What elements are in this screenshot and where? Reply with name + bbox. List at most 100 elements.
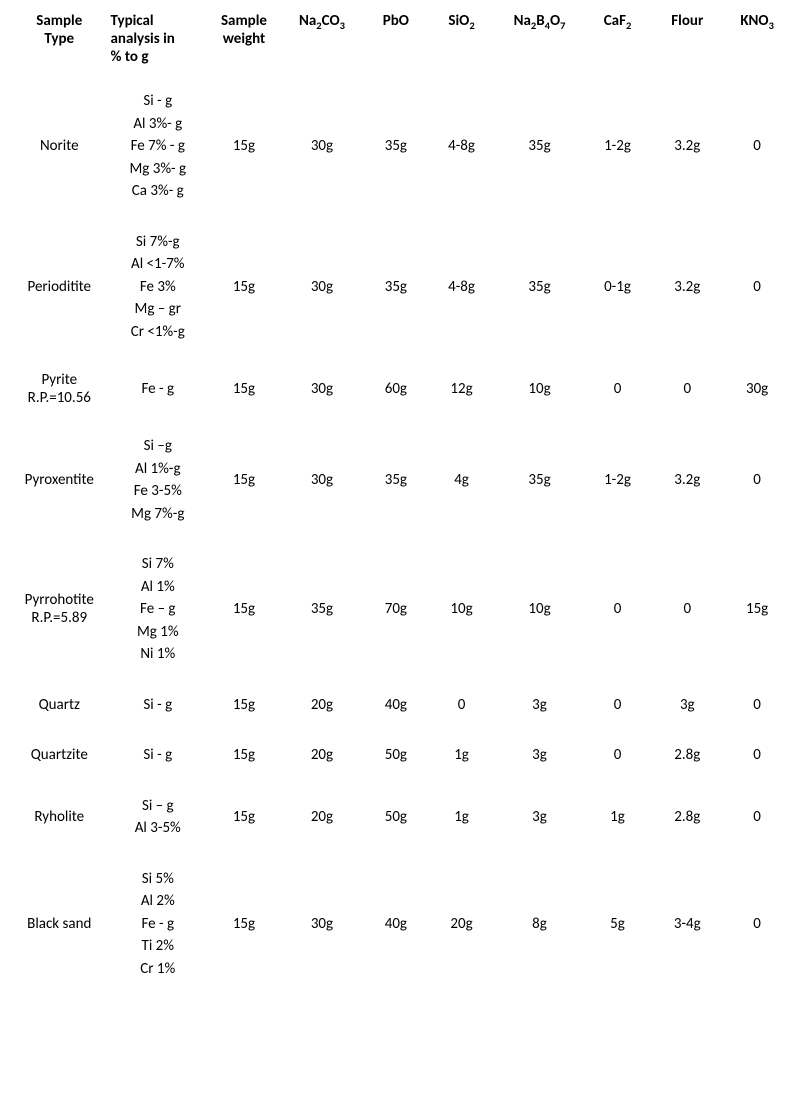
- cell-sio2: 4g: [429, 421, 495, 539]
- table-row: Black sandSi 5%Al 2%Fe - gTi 2%Cr 1%15g3…: [10, 854, 790, 995]
- cell-pbo: 35g: [363, 76, 429, 217]
- cell-sio2: 4-8g: [429, 76, 495, 217]
- sample-type-line: Quartzite: [12, 746, 107, 764]
- cell-typical-analysis: Si 5%Al 2%Fe - gTi 2%Cr 1%: [109, 854, 208, 995]
- cell-caf2: 1-2g: [585, 76, 651, 217]
- analysis-line: Mg 7%-g: [111, 503, 206, 526]
- analysis-line: Ti 2%: [111, 935, 206, 958]
- cell-typical-analysis: Si –gAl 1%-gFe 3-5%Mg 7%-g: [109, 421, 208, 539]
- analysis-line: Ca 3%- g: [111, 180, 206, 203]
- cell-flour: 3.2g: [650, 217, 724, 358]
- cell-kno3: 0: [724, 217, 790, 358]
- header-pbo: PbO: [363, 8, 429, 76]
- cell-sample-type: Black sand: [10, 854, 109, 995]
- analysis-line: Si - g: [111, 694, 206, 717]
- cell-sample-type: Perioditite: [10, 217, 109, 358]
- analysis-line: Fe - g: [111, 378, 206, 401]
- cell-typical-analysis: Si – gAl 3-5%: [109, 781, 208, 854]
- cell-na2co3: 35g: [281, 539, 363, 680]
- cell-na2co3: 20g: [281, 730, 363, 781]
- analysis-line: Fe - g: [111, 913, 206, 936]
- cell-na2co3: 30g: [281, 421, 363, 539]
- table-row: PeriodititeSi 7%-gAl <1-7%Fe 3%Mg – grCr…: [10, 217, 790, 358]
- analysis-line: Mg – gr: [111, 298, 206, 321]
- cell-kno3: 30g: [724, 357, 790, 421]
- cell-na2b4o7: 35g: [494, 217, 584, 358]
- cell-pbo: 70g: [363, 539, 429, 680]
- cell-na2co3: 30g: [281, 854, 363, 995]
- cell-pbo: 35g: [363, 421, 429, 539]
- sample-type-line: R.P.=5.89: [12, 609, 107, 627]
- analysis-line: Fe – g: [111, 598, 206, 621]
- cell-flour: 0: [650, 539, 724, 680]
- table-row: PyroxentiteSi –gAl 1%-gFe 3-5%Mg 7%-g 15…: [10, 421, 790, 539]
- analysis-line: Si 7%: [111, 553, 206, 576]
- cell-caf2: 0: [585, 357, 651, 421]
- cell-typical-analysis: Si - g: [109, 730, 208, 781]
- analysis-line: Si –g: [111, 435, 206, 458]
- cell-sio2: 4-8g: [429, 217, 495, 358]
- analysis-line: Si – g: [111, 795, 206, 818]
- cell-caf2: 0-1g: [585, 217, 651, 358]
- cell-na2co3: 30g: [281, 76, 363, 217]
- cell-weight: 15g: [207, 539, 281, 680]
- cell-caf2: 0: [585, 539, 651, 680]
- cell-na2b4o7: 10g: [494, 539, 584, 680]
- cell-typical-analysis: Si - gAl 3%- gFe 7% - gMg 3%- gCa 3%- g: [109, 76, 208, 217]
- cell-sample-type: Quartz: [10, 680, 109, 731]
- table-row: PyriteR.P.=10.56Fe - g15g30g60g12g10g003…: [10, 357, 790, 421]
- cell-typical-analysis: Si - g: [109, 680, 208, 731]
- header-sample-weight: Sampleweight: [207, 8, 281, 76]
- cell-na2co3: 30g: [281, 217, 363, 358]
- table-row: QuartzSi - g15g20g40g03g03g0: [10, 680, 790, 731]
- table-row: NoriteSi - gAl 3%- gFe 7% - gMg 3%- gCa …: [10, 76, 790, 217]
- table-row: RyholiteSi – gAl 3-5%15g20g50g1g3g1g2.8g…: [10, 781, 790, 854]
- cell-flour: 3g: [650, 680, 724, 731]
- sample-type-line: Pyroxentite: [12, 471, 107, 489]
- analysis-line: Cr <1%-g: [111, 321, 206, 344]
- cell-sample-type: Quartzite: [10, 730, 109, 781]
- analysis-line: Fe 7% - g: [111, 135, 206, 158]
- cell-pbo: 35g: [363, 217, 429, 358]
- cell-kno3: 0: [724, 854, 790, 995]
- cell-na2b4o7: 8g: [494, 854, 584, 995]
- sample-type-line: Perioditite: [12, 278, 107, 296]
- analysis-line: Ni 1%: [111, 643, 206, 666]
- header-flour: Flour: [650, 8, 724, 76]
- cell-flour: 2.8g: [650, 730, 724, 781]
- cell-kno3: 0: [724, 680, 790, 731]
- analysis-line: Si - g: [111, 90, 206, 113]
- cell-flour: 3.2g: [650, 76, 724, 217]
- cell-flour: 3.2g: [650, 421, 724, 539]
- analysis-line: Al <1-7%: [111, 253, 206, 276]
- cell-kno3: 0: [724, 781, 790, 854]
- cell-weight: 15g: [207, 781, 281, 854]
- header-kno3: KNO3: [724, 8, 790, 76]
- analysis-line: Cr 1%: [111, 958, 206, 981]
- cell-sample-type: Norite: [10, 76, 109, 217]
- cell-na2b4o7: 35g: [494, 76, 584, 217]
- cell-sample-type: Pyroxentite: [10, 421, 109, 539]
- table-row: PyrrohotiteR.P.=5.89 Si 7%Al 1%Fe – gMg 1…: [10, 539, 790, 680]
- analysis-line: Si 7%-g: [111, 231, 206, 254]
- cell-pbo: 50g: [363, 730, 429, 781]
- analysis-line: Al 1%: [111, 576, 206, 599]
- cell-pbo: 40g: [363, 854, 429, 995]
- cell-na2co3: 30g: [281, 357, 363, 421]
- cell-sio2: 10g: [429, 539, 495, 680]
- cell-caf2: 5g: [585, 854, 651, 995]
- cell-weight: 15g: [207, 217, 281, 358]
- cell-na2b4o7: 3g: [494, 680, 584, 731]
- analysis-line: Al 3-5%: [111, 817, 206, 840]
- cell-typical-analysis: Si 7%-gAl <1-7%Fe 3%Mg – grCr <1%-g: [109, 217, 208, 358]
- table-row: QuartziteSi - g15g20g50g1g3g02.8g0: [10, 730, 790, 781]
- analysis-line: Mg 1%: [111, 621, 206, 644]
- cell-weight: 15g: [207, 76, 281, 217]
- sample-type-line: Norite: [12, 137, 107, 155]
- cell-na2co3: 20g: [281, 680, 363, 731]
- analysis-line: Fe 3%: [111, 276, 206, 299]
- cell-weight: 15g: [207, 421, 281, 539]
- cell-sio2: 20g: [429, 854, 495, 995]
- sample-type-line: Pyrrohotite: [12, 591, 107, 609]
- analysis-line: Al 1%-g: [111, 458, 206, 481]
